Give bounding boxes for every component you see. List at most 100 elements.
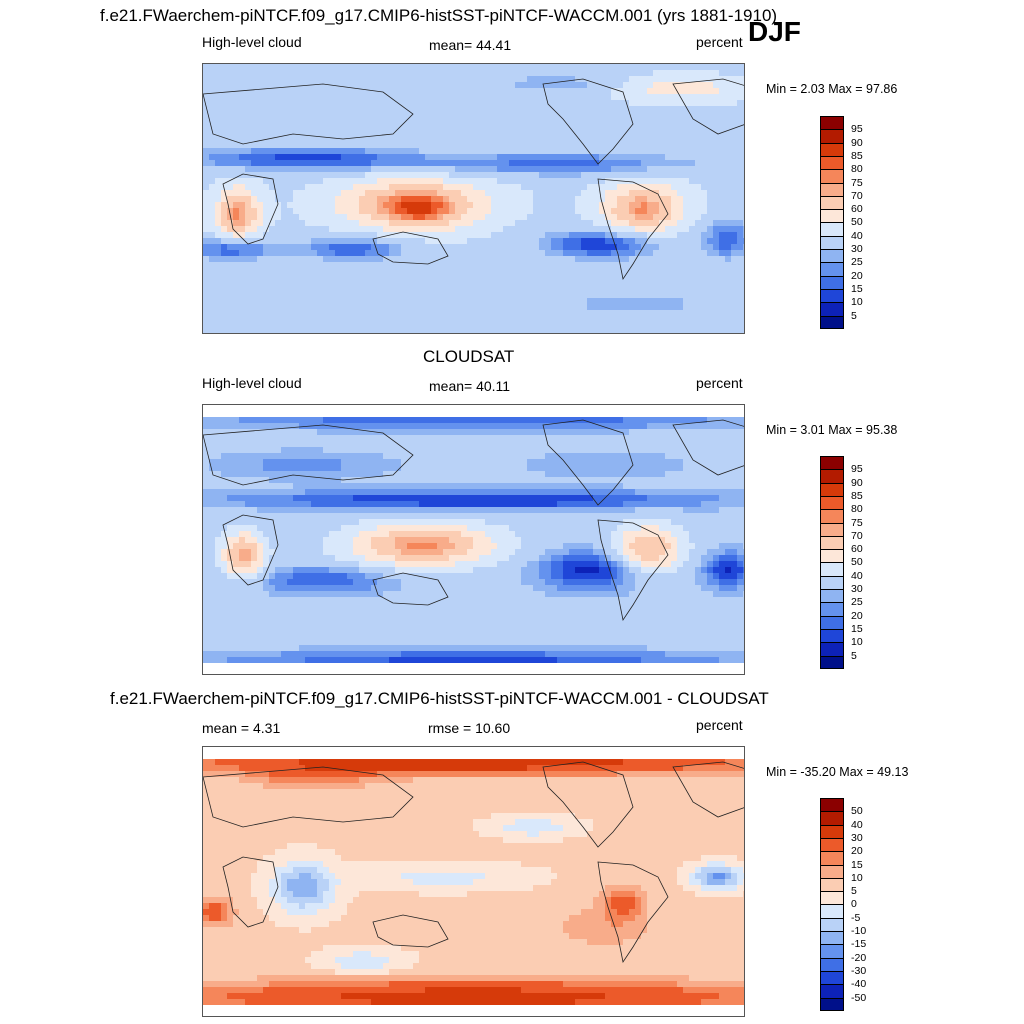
colorbar-tick-label: 75	[851, 516, 863, 529]
colorbar-tick-label: -10	[851, 925, 867, 937]
colorbar-tick-label: 80	[851, 503, 863, 516]
colorbar-tick-label: 25	[851, 256, 863, 269]
colorbar-tick-label: 90	[851, 136, 863, 149]
colorbar-tick-label: 10	[851, 296, 863, 309]
panel3-field	[203, 747, 744, 1016]
colorbar-swatch	[820, 655, 844, 670]
colorbar-swatch	[820, 235, 844, 250]
colorbar-tick-label: 10	[851, 636, 863, 649]
colorbar-tick-label: 40	[851, 818, 863, 831]
colorbar-tick-label: 40	[851, 229, 863, 242]
colorbar-swatch	[820, 891, 844, 905]
panel3-units-label: percent	[696, 717, 743, 733]
colorbar-tick-label: 80	[851, 163, 863, 176]
panel2-variable-label: High-level cloud	[202, 375, 302, 391]
panel3-minmax: Min = -35.20 Max = 49.13	[766, 765, 909, 779]
colorbar-tick-label: 70	[851, 529, 863, 542]
colorbar-tick-label: 70	[851, 189, 863, 202]
colorbar-swatch	[820, 589, 844, 603]
colorbar-tick-label: 15	[851, 622, 863, 635]
colorbar-tick-label: 30	[851, 831, 863, 844]
panel1-minmax: Min = 2.03 Max = 97.86	[766, 82, 898, 96]
panel1-units-label: percent	[696, 34, 743, 50]
colorbar-swatch	[820, 824, 844, 839]
colorbar-tick-label: 15	[851, 858, 863, 871]
colorbar-tick-label: 90	[851, 476, 863, 489]
colorbar-tick-label: 85	[851, 489, 863, 502]
colorbar-tick-label: -5	[851, 911, 861, 924]
colorbar-tick-label: -15	[851, 938, 867, 951]
colorbar-swatch	[820, 904, 844, 919]
colorbar-tick-label: 95	[851, 463, 863, 476]
colorbar-swatch	[820, 495, 844, 510]
colorbar-swatch	[820, 116, 844, 130]
top-title: f.e21.FWaerchem-piNTCF.f09_g17.CMIP6-his…	[100, 6, 778, 25]
colorbar-swatch	[820, 549, 844, 563]
colorbar-tick-label: 5	[851, 309, 857, 322]
panel3-mean-label: mean = 4.31	[202, 720, 281, 736]
colorbar-swatch	[820, 944, 844, 959]
colorbar-swatch	[820, 169, 844, 183]
colorbar-swatch	[820, 628, 844, 643]
colorbar-tick-label: 50	[851, 216, 863, 229]
colorbar-swatch	[820, 642, 844, 656]
colorbar-tick-label: 50	[851, 556, 863, 569]
colorbar-swatch	[820, 288, 844, 303]
colorbar-tick-label: 15	[851, 282, 863, 295]
colorbar-tick-label: -40	[851, 978, 867, 991]
panel2-mean-label: mean= 40.11	[429, 378, 511, 394]
colorbar-tick-label: 20	[851, 269, 863, 282]
colorbar-swatch	[820, 851, 844, 865]
colorbar-tick-label: 5	[851, 885, 857, 898]
colorbar-swatch	[820, 509, 844, 523]
colorbar-swatch	[820, 469, 844, 484]
colorbar-tick-label: 95	[851, 123, 863, 136]
colorbar-swatch	[820, 302, 844, 316]
colorbar-swatch	[820, 811, 844, 826]
colorbar-swatch	[820, 456, 844, 470]
colorbar-tick-label: 75	[851, 176, 863, 189]
colorbar-tick-label: -30	[851, 964, 867, 977]
colorbar-swatch	[820, 931, 844, 945]
panel3-rmse-label: rmse = 10.60	[428, 720, 511, 736]
panel2-minmax: Min = 3.01 Max = 95.38	[766, 423, 898, 437]
season-label: DJF	[748, 16, 801, 47]
colorbar-tick-label: 25	[851, 596, 863, 609]
colorbar-tick-label: 0	[851, 898, 857, 911]
panel1-variable-label: High-level cloud	[202, 34, 302, 50]
bottom-title: f.e21.FWaerchem-piNTCF.f09_g17.CMIP6-his…	[110, 689, 769, 708]
colorbar-tick-label: 10	[851, 871, 863, 884]
colorbar-tick-label: 20	[851, 845, 863, 858]
middle-title: CLOUDSAT	[423, 347, 515, 366]
panel3-map	[202, 746, 745, 1017]
colorbar-tick-label: 60	[851, 543, 863, 556]
panel2-map	[202, 404, 745, 675]
colorbar-swatch	[820, 562, 844, 577]
panel1-mean-label: mean= 44.41	[429, 37, 512, 53]
colorbar-swatch	[820, 984, 844, 998]
colorbar-swatch	[820, 262, 844, 277]
colorbar-swatch	[820, 575, 844, 590]
colorbar-swatch	[820, 222, 844, 237]
colorbar-tick-label: -50	[851, 991, 867, 1004]
colorbar-tick-label: 50	[851, 805, 863, 818]
colorbar-swatch	[820, 837, 844, 852]
colorbar-swatch	[820, 275, 844, 290]
colorbar-swatch	[820, 155, 844, 170]
colorbar-swatch	[820, 129, 844, 144]
colorbar-swatch	[820, 315, 844, 330]
panel1-colorbar: 95 90 85 80 75 70 60 50 40 30 25 20 15 10 5	[820, 116, 863, 330]
colorbar-swatch	[820, 602, 844, 617]
colorbar-swatch	[820, 615, 844, 630]
panel1-field	[203, 64, 744, 333]
panel1-map	[202, 63, 745, 334]
colorbar-swatch	[820, 535, 844, 550]
colorbar-swatch	[820, 522, 844, 537]
colorbar-swatch	[820, 249, 844, 263]
colorbar-swatch	[820, 970, 844, 985]
colorbar-swatch	[820, 209, 844, 223]
panel2-field	[203, 405, 744, 674]
colorbar-swatch	[820, 917, 844, 932]
colorbar-swatch	[820, 482, 844, 497]
colorbar-swatch	[820, 798, 844, 812]
